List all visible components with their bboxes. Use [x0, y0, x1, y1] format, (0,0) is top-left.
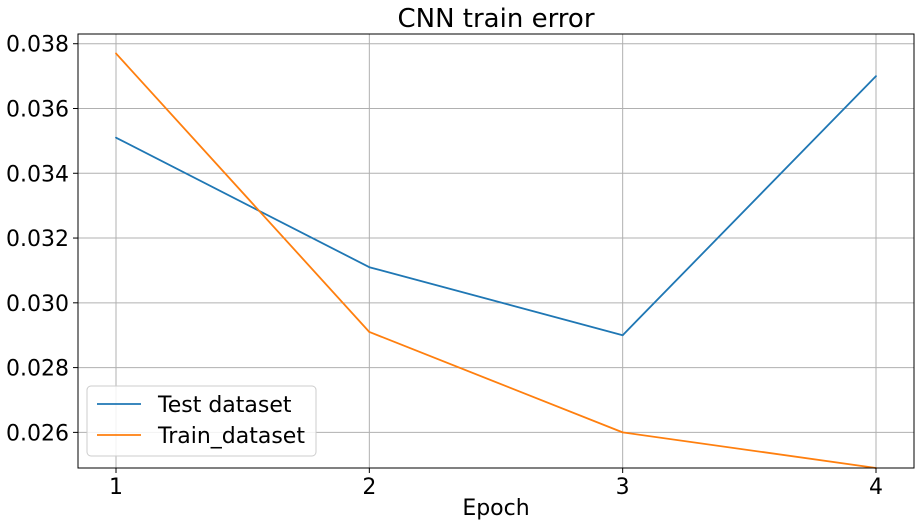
plot-frame [77, 33, 915, 469]
legend-label-train-dataset: Train_dataset [157, 424, 305, 449]
x-axis-ticks: 1 2 3 4 [109, 468, 883, 500]
x-tick-label: 1 [109, 475, 123, 500]
series-lines [115, 52, 877, 469]
y-tick-label: 0.028 [6, 357, 69, 382]
x-tick-label: 3 [616, 475, 630, 500]
x-axis-label: Epoch [462, 496, 529, 521]
data-point-train-dataset [115, 52, 117, 55]
y-tick-label: 0.026 [6, 421, 69, 446]
x-tick-label: 4 [869, 475, 883, 500]
y-tick-label: 0.034 [6, 162, 69, 187]
y-tick-label: 0.032 [6, 227, 69, 252]
y-tick-label: 0.030 [6, 292, 69, 317]
y-tick-label: 0.038 [6, 33, 69, 58]
data-point-test-dataset [115, 136, 117, 139]
data-point-train-dataset [621, 431, 624, 434]
x-tick-label: 2 [362, 475, 376, 500]
y-axis-ticks: 0.026 0.028 0.030 0.032 0.034 0.036 0.038 [6, 33, 78, 446]
data-point-train-dataset [368, 331, 371, 333]
series-line-train-dataset [115, 52, 877, 469]
series-line-test-dataset [115, 75, 877, 337]
legend: Test dataset Train_dataset [86, 385, 317, 457]
chart-title: CNN train error [397, 4, 594, 34]
data-point-test-dataset [621, 334, 624, 337]
legend-box [86, 385, 317, 457]
grid [78, 34, 914, 468]
data-point-test-dataset [875, 75, 877, 78]
legend-label-test-dataset: Test dataset [157, 393, 292, 418]
y-tick-label: 0.036 [6, 97, 69, 122]
data-point-test-dataset [368, 266, 371, 269]
